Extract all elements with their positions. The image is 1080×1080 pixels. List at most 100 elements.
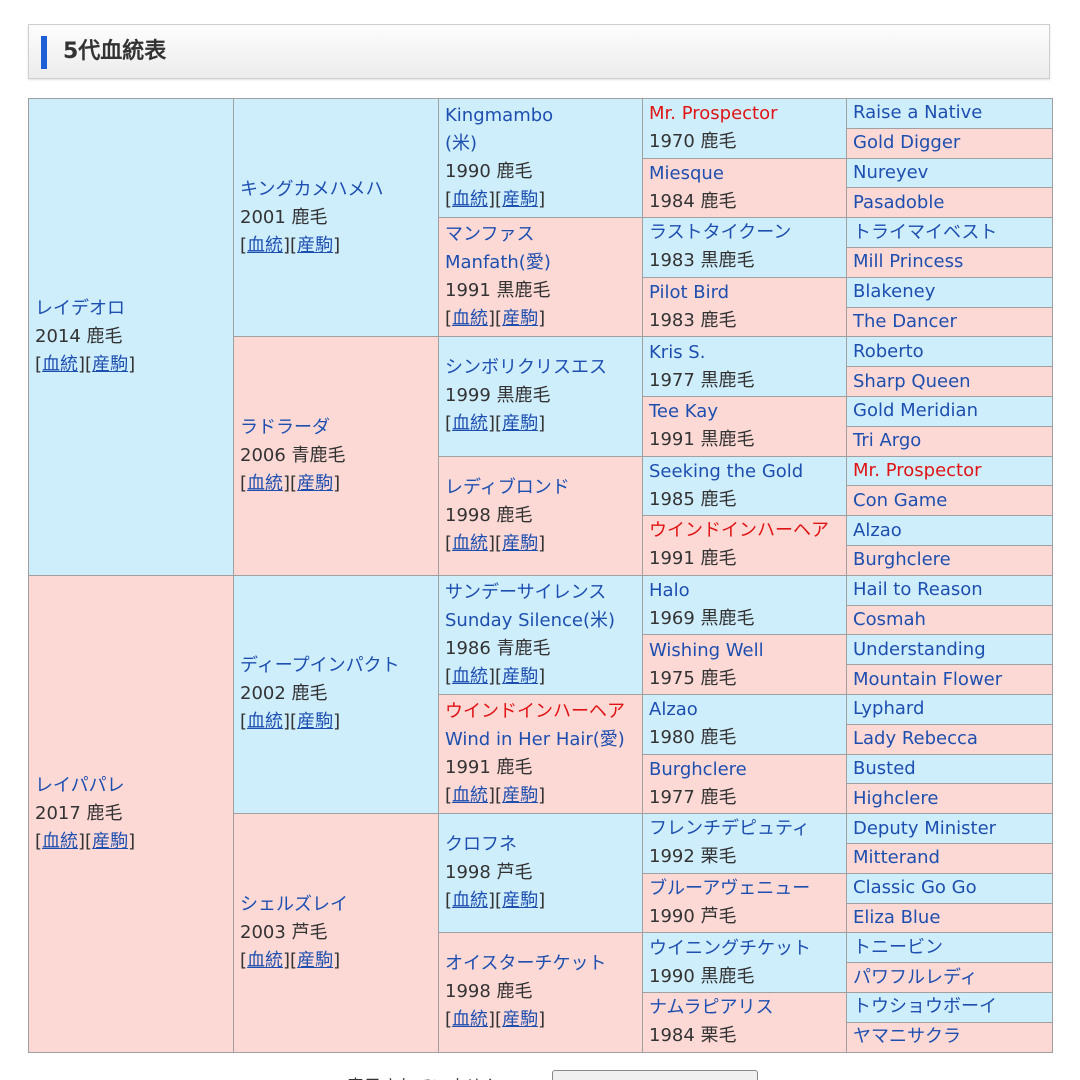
horse-name[interactable]: Cosmah — [853, 608, 926, 630]
horse-name[interactable]: Burghclere — [649, 758, 747, 780]
progeny-link[interactable]: 産駒 — [502, 1009, 539, 1031]
horse-foreign-name[interactable]: Sunday Silence(米) — [445, 609, 615, 631]
horse-name[interactable]: オイスターチケット — [445, 953, 607, 975]
horse-name[interactable]: ウインドインハーヘア — [649, 520, 829, 542]
pedigree-link[interactable]: 血統 — [247, 234, 284, 256]
pedigree-link[interactable]: 血統 — [42, 830, 79, 852]
horse-name[interactable]: Gold Meridian — [853, 400, 978, 422]
horse-name[interactable]: Gold Digger — [853, 132, 961, 154]
progeny-link[interactable]: 産駒 — [502, 665, 539, 687]
horse-name[interactable]: ラストタイクーン — [649, 222, 792, 244]
horse-name[interactable]: ブルーアヴェニュー — [649, 878, 811, 900]
horse-name[interactable]: フレンチデピュティ — [649, 818, 810, 840]
pedigree-link[interactable]: 血統 — [452, 308, 489, 330]
horse-foreign-name[interactable]: Wind in Her Hair(愛) — [445, 729, 625, 751]
progeny-link[interactable]: 産駒 — [297, 949, 334, 971]
horse-name[interactable]: Seeking the Gold — [649, 460, 804, 482]
progeny-link[interactable]: 産駒 — [502, 308, 539, 330]
horse-name[interactable]: Tee Kay — [649, 401, 718, 423]
horse-name[interactable]: Highclere — [853, 787, 939, 809]
horse-name[interactable]: Hail to Reason — [853, 579, 983, 601]
horse-name[interactable]: Kris S. — [649, 341, 706, 363]
horse-name[interactable]: Roberto — [853, 340, 924, 362]
horse-name[interactable]: Miesque — [649, 162, 724, 184]
horse-name[interactable]: パワフルレディ — [853, 966, 978, 988]
progeny-link[interactable]: 産駒 — [297, 234, 334, 256]
pedigree-row: ウインドインハーヘア 1991 鹿毛 Alzao — [29, 515, 1053, 576]
progeny-link[interactable]: 産駒 — [297, 473, 334, 495]
pedigree-link[interactable]: 血統 — [247, 473, 284, 495]
pedigree-link[interactable]: 血統 — [247, 711, 284, 733]
horse-name[interactable]: トライマイベスト — [853, 221, 998, 243]
horse-foreign-name[interactable]: (米) — [445, 133, 478, 155]
horse-name[interactable]: Deputy Minister — [853, 817, 997, 839]
progeny-link[interactable]: 産駒 — [502, 532, 539, 554]
horse-foreign-name[interactable]: Manfath(愛) — [445, 252, 551, 274]
horse-name[interactable]: トニービン — [853, 936, 943, 958]
horse-name[interactable]: Alzao — [853, 519, 902, 541]
horse-name[interactable]: Sharp Queen — [853, 370, 971, 392]
show-all-button[interactable]: … — [552, 1070, 758, 1080]
horse-name[interactable]: Classic Go Go — [853, 877, 977, 899]
pedigree-link[interactable]: 血統 — [452, 189, 489, 211]
horse-name[interactable]: レイデオロ — [35, 297, 125, 319]
horse-name[interactable]: Halo — [649, 580, 690, 602]
horse-name[interactable]: Pasadoble — [853, 191, 945, 213]
progeny-link[interactable]: 産駒 — [92, 830, 129, 852]
pedigree-link[interactable]: 血統 — [42, 353, 79, 375]
progeny-link[interactable]: 産駒 — [297, 711, 334, 733]
horse-name[interactable]: Kingmambo — [445, 105, 554, 127]
horse-name[interactable]: ヤマニサクラ — [853, 1026, 961, 1048]
pedigree-link[interactable]: 血統 — [452, 1009, 489, 1031]
horse-name[interactable]: トウショウボーイ — [853, 996, 997, 1018]
horse-name[interactable]: Mountain Flower — [853, 668, 1003, 690]
horse-name[interactable]: レディブロンド — [445, 476, 570, 498]
horse-name[interactable]: シンボリクリスエス — [445, 357, 607, 379]
horse-name[interactable]: ウイニングチケット — [649, 937, 811, 959]
horse-name[interactable]: Mill Princess — [853, 251, 964, 273]
gen5-cell: Hail to Reason — [846, 574, 1053, 606]
horse-name[interactable]: キングカメハメハ — [240, 178, 384, 200]
progeny-link[interactable]: 産駒 — [502, 189, 539, 211]
progeny-link[interactable]: 産駒 — [502, 890, 539, 912]
horse-name[interactable]: Mitterand — [853, 847, 940, 869]
horse-name[interactable]: Lyphard — [853, 698, 925, 720]
horse-name[interactable]: Blakeney — [853, 281, 936, 303]
horse-name[interactable]: Burghclere — [853, 549, 951, 571]
horse-name[interactable]: Raise a Native — [853, 102, 983, 124]
horse-name[interactable]: Tri Argo — [853, 430, 922, 452]
horse-name[interactable]: シェルズレイ — [240, 893, 348, 915]
progeny-link[interactable]: 産駒 — [502, 785, 539, 807]
horse-name[interactable]: Nureyev — [853, 161, 929, 183]
horse-name[interactable]: Con Game — [853, 489, 948, 511]
horse-name[interactable]: サンデーサイレンス — [445, 581, 607, 603]
horse-name[interactable]: ディープインパクト — [240, 655, 400, 677]
pedigree-table: レイデオロ 2014 鹿毛 [血統][産駒] キングカメハメハ 2001 鹿毛 [血統][… — [28, 97, 1053, 1053]
horse-name[interactable]: Understanding — [853, 638, 986, 660]
horse-name[interactable]: Mr. Prospector — [853, 459, 982, 481]
progeny-link[interactable]: 産駒 — [92, 353, 129, 375]
horse-name[interactable]: The Dancer — [853, 310, 957, 332]
horse-name[interactable]: レイパパレ — [35, 774, 125, 796]
pedigree-link[interactable]: 血統 — [452, 413, 489, 435]
pedigree-row: ウインドインハーヘア Wind in Her Hair(愛) 1991 鹿毛 [血統]… — [29, 693, 1053, 815]
horse-name[interactable]: Pilot Bird — [649, 282, 730, 304]
horse-name[interactable]: ラドラーダ — [240, 417, 330, 439]
horse-name[interactable]: Wishing Well — [649, 639, 764, 661]
horse-name[interactable]: Busted — [853, 757, 916, 779]
horse-name[interactable]: Alzao — [649, 699, 698, 721]
pedigree-link[interactable]: 血統 — [452, 532, 489, 554]
horse-name[interactable]: クロフネ — [445, 834, 517, 856]
progeny-link[interactable]: 産駒 — [502, 413, 539, 435]
horse-name[interactable]: マンファス — [445, 224, 535, 246]
pedigree-link[interactable]: 血統 — [452, 890, 489, 912]
pedigree-link[interactable]: 血統 — [452, 785, 489, 807]
pedigree-row: Wishing Well 1975 鹿毛 Understanding — [29, 634, 1053, 695]
horse-name[interactable]: Mr. Prospector — [649, 103, 778, 125]
horse-name[interactable]: ウインドインハーヘア — [445, 701, 625, 723]
pedigree-link[interactable]: 血統 — [247, 949, 284, 971]
horse-name[interactable]: Lady Rebecca — [853, 728, 978, 750]
pedigree-link[interactable]: 血統 — [452, 665, 489, 687]
horse-name[interactable]: ナムラピアリス — [649, 997, 774, 1019]
horse-name[interactable]: Eliza Blue — [853, 906, 941, 928]
